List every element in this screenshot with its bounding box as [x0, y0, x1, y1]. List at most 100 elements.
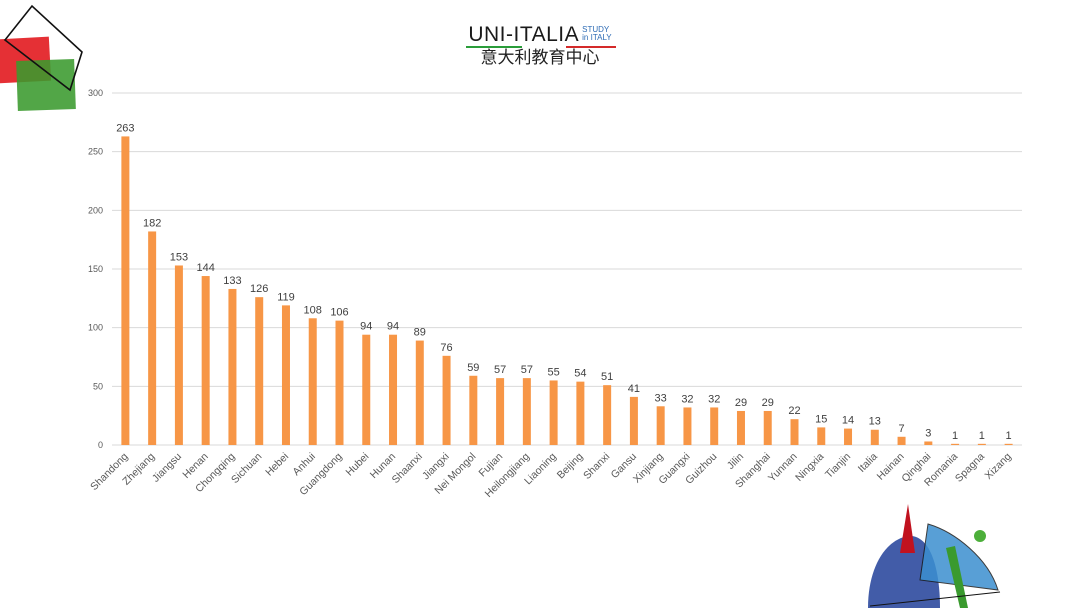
decorative-shapes-top-left: [0, 4, 83, 111]
logo-green-underline: [466, 46, 522, 48]
bar-hebei: [281, 305, 290, 445]
data-label: 57: [521, 364, 533, 376]
bar-chongqing: [228, 288, 237, 445]
x-tick-label: Yunnan: [766, 451, 800, 485]
x-tick-label: Hebei: [263, 451, 291, 479]
x-tick-label: Tianjin: [823, 451, 853, 481]
data-label: 57: [494, 364, 506, 376]
bar-henan: [201, 276, 210, 445]
bar-guangdong: [335, 320, 344, 445]
y-tick-label: 150: [88, 264, 103, 274]
data-label: 29: [762, 397, 774, 409]
x-tick-label: Sichuan: [229, 451, 264, 486]
logo-main-text: UNI-ITALIA: [468, 23, 580, 46]
bar-shaanxi: [415, 340, 424, 445]
y-tick-label: 100: [88, 323, 103, 333]
logo-red-underline: [566, 46, 616, 48]
bar-zhejiang: [148, 231, 157, 445]
data-label: 3: [925, 427, 931, 439]
data-label: 59: [467, 362, 479, 374]
bar-liaoning: [549, 380, 558, 445]
y-axis-ticks: 0 50 100 150 200 250 300: [88, 88, 103, 450]
data-label: 51: [601, 371, 613, 383]
x-tick-label: Hubei: [343, 451, 371, 479]
y-tick-label: 300: [88, 88, 103, 98]
bar-italia: [870, 429, 879, 445]
data-label: 1: [979, 430, 985, 442]
bar-sichuan: [255, 297, 264, 445]
data-label: 14: [842, 415, 854, 427]
data-label: 108: [304, 304, 322, 316]
data-label: 126: [250, 283, 268, 295]
bar-romania: [951, 443, 960, 445]
decorative-shapes-bottom-right: [868, 504, 1001, 608]
data-label: 32: [681, 393, 693, 405]
x-tick-label: Ningxia: [793, 451, 826, 484]
x-axis-ticks: ShandongZhejiangJiangsuHenanChongqingSic…: [88, 451, 1014, 500]
bars: [121, 136, 1013, 445]
bar-shandong: [121, 136, 130, 445]
data-label: 94: [360, 321, 372, 333]
bar-tianjin: [844, 428, 853, 445]
x-tick-label: Xizang: [983, 451, 1014, 482]
y-tick-label: 50: [93, 381, 103, 391]
bar-gansu: [629, 396, 638, 445]
bar-jiangsu: [174, 265, 183, 445]
data-label: 13: [869, 416, 881, 428]
logo-study-line1: STUDY: [582, 25, 610, 34]
data-label: 29: [735, 397, 747, 409]
bar-spagna: [977, 443, 986, 445]
data-label: 7: [898, 423, 904, 435]
logo-chinese-text: 意大利教育中心: [480, 48, 600, 67]
bar-shanghai: [763, 410, 772, 445]
y-tick-label: 0: [98, 440, 103, 450]
x-tick-label: Shanxi: [581, 451, 612, 482]
bar-guizhou: [710, 407, 719, 445]
y-tick-label: 200: [88, 205, 103, 215]
data-label: 1: [952, 430, 958, 442]
bar-qinghai: [924, 441, 933, 445]
data-label: 15: [815, 413, 827, 425]
bar-jilin: [736, 410, 745, 445]
data-label: 106: [330, 307, 348, 319]
bar-heilongjiang: [522, 378, 531, 445]
data-label: 32: [708, 393, 720, 405]
logo-title-row: UNI-ITALIA STUDY in ITALY: [468, 22, 611, 48]
data-label: 263: [116, 122, 134, 134]
data-label: 182: [143, 217, 161, 229]
data-label: 76: [440, 342, 452, 354]
data-label: 1: [1006, 430, 1012, 442]
bar-xizang: [1004, 443, 1013, 445]
bar-hubei: [362, 334, 371, 445]
x-tick-label: Jilin: [725, 451, 746, 472]
x-tick-label: Shandong: [88, 451, 130, 493]
data-label: 89: [414, 327, 426, 339]
logo: UNI-ITALIA STUDY in ITALY 意大利教育中心: [0, 22, 1080, 68]
bar-xinjiang: [656, 406, 665, 445]
data-label: 22: [788, 405, 800, 417]
bar-hunan: [389, 334, 398, 445]
bar-guangxi: [683, 407, 692, 445]
logo-study-text: STUDY in ITALY: [582, 26, 612, 42]
bar-beijing: [576, 381, 585, 445]
x-tick-label: Jiangsu: [150, 451, 184, 485]
x-tick-label: Spagna: [953, 451, 987, 485]
x-tick-label: Beijing: [555, 451, 586, 482]
bar-yunnan: [790, 419, 799, 445]
data-label: 54: [574, 368, 586, 380]
bar-anhui: [308, 318, 317, 445]
data-label: 133: [223, 275, 241, 287]
gridlines: [112, 92, 1022, 446]
logo-study-line2: in ITALY: [582, 33, 612, 42]
data-label: 33: [655, 392, 667, 404]
bar-shanxi: [603, 385, 612, 445]
bar-jiangxi: [442, 355, 451, 445]
data-label: 153: [170, 251, 188, 263]
data-label: 144: [196, 262, 214, 274]
bar-ningxia: [817, 427, 826, 445]
bar-fujian: [496, 378, 505, 445]
data-label: 41: [628, 383, 640, 395]
bar-hainan: [897, 436, 906, 445]
